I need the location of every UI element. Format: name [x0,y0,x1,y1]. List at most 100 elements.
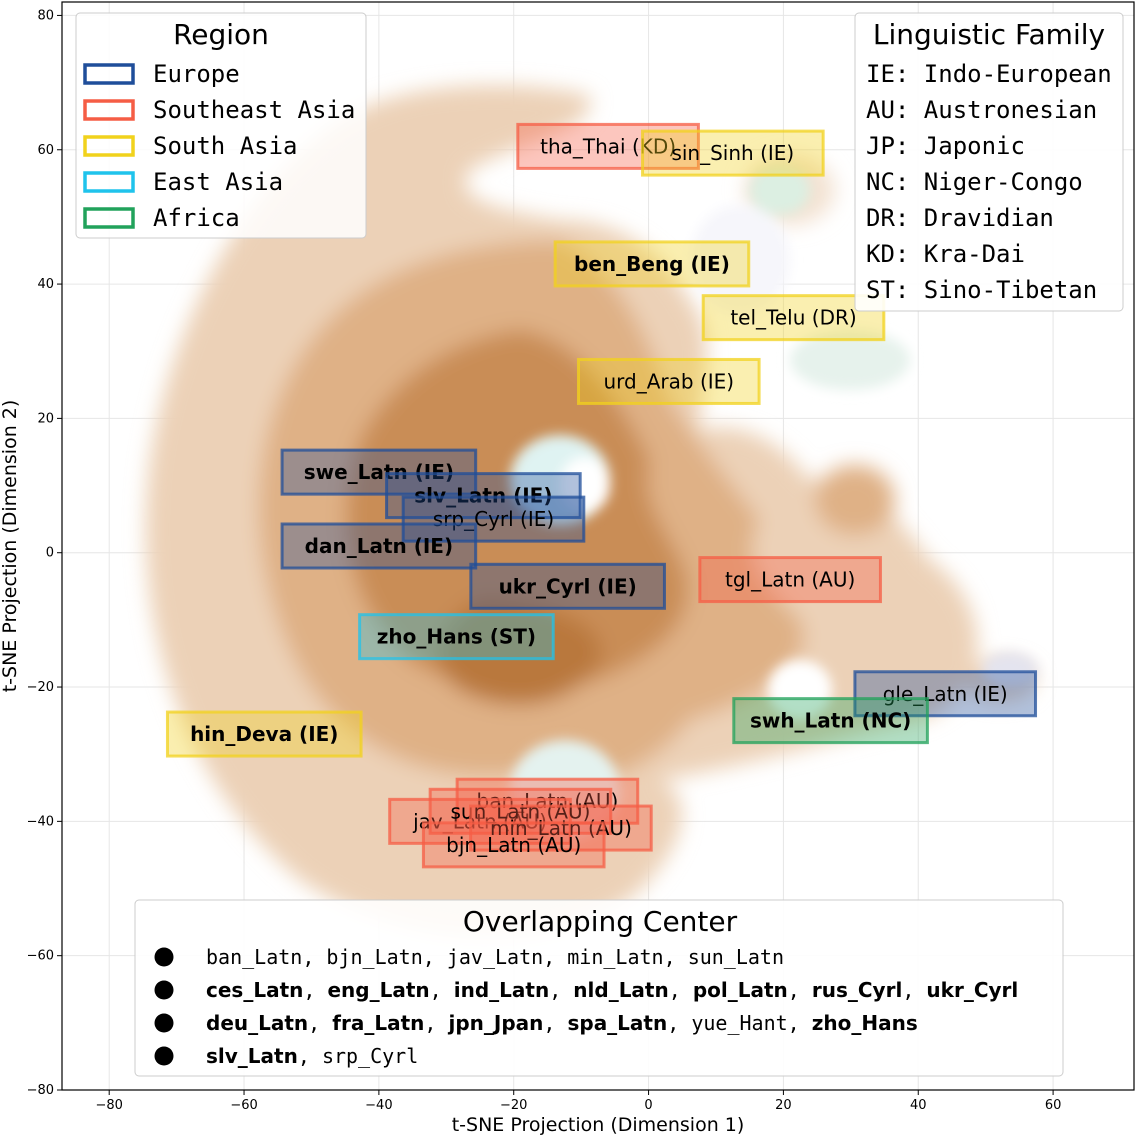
language-label-box [698,556,882,604]
language-label-text: zho_Hans (ST) [377,625,536,649]
y-tick-label: −40 [27,814,54,829]
region-swatch [83,63,135,85]
label-srp-Cyrl: srp_Cyrl (IE) [401,495,586,543]
overlap-lang: jpn_Jpan [447,1011,543,1035]
family-legend: Linguistic Family IE: Indo-European AU: A… [854,12,1124,312]
region-legend-label: East Asia [153,168,283,196]
language-label-text: ban_Latn (AU) [477,789,619,813]
overlap-lang: yue_Hant [691,1011,787,1035]
label-gle-Latn: gle_Latn (IE) [853,670,1038,718]
language-label-text: hin_Deva (IE) [190,722,338,746]
region-legend-label: Southeast Asia [153,96,355,124]
language-label-text: sin_Sinh (IE) [671,141,794,165]
y-tick-label: −60 [27,949,54,964]
label-tel-Telu: tel_Telu (DR) [701,294,886,342]
family-legend-item: ST: Sino-Tibetan [866,276,1097,304]
region-legend-item: South Asia [83,132,298,160]
label-bjn-Latn: bjn_Latn (AU) [421,821,606,869]
region-legend-item: Africa [83,204,240,232]
label-swe-Latn: swe_Latn (IE) [280,448,478,496]
language-label-text: tha_Thai (KD) [540,134,676,158]
overlap-row-text: slv_Latn, srp_Cyrl [206,1044,418,1068]
language-label-box [576,357,761,405]
family-legend-item: AU: Austronesian [866,96,1097,124]
language-labels: tha_Thai (KD)sin_Sinh (IE) ben_Beng (IE) t… [165,122,1038,869]
language-label-box [853,670,1038,718]
x-tick-label: 60 [1045,1098,1062,1113]
region-legend-item: East Asia [83,168,283,196]
y-tick-label: −80 [27,1083,54,1098]
density-blob-right [815,465,895,535]
y-tick-label: 80 [37,8,54,23]
label-ukr-Cyrl: ukr_Cyrl (IE) [469,562,666,610]
label-ben-Beng: ben_Beng (IE) [553,240,751,288]
density-layer [145,85,1038,938]
language-label-text: min_Latn (AU) [490,816,632,840]
family-legend-item: KD: Kra-Dai [866,240,1025,268]
overlap-lang: nld_Latn [573,978,668,1002]
family-legend-title: Linguistic Family [873,18,1105,51]
overlap-lang: fra_Latn [332,1011,424,1035]
axis-ticks: −80 −60 −40 −20 0 20 40 60 −80 −60 −40 −20 0 20 40 60 80 [27,8,1062,1113]
overlap-row-text: deu_Latn, fra_Latn, jpn_Jpan, spa_Latn, … [206,1011,918,1035]
label-urd-Arab: urd_Arab (IE) [576,357,761,405]
family-legend-item: IE: Indo-European [866,60,1112,88]
language-label-text: swe_Latn (IE) [304,460,454,484]
scatter-cloud-gle [982,652,1038,688]
region-legend-title: Region [173,18,269,51]
overlap-lang: ces_Latn [206,978,303,1002]
overlap-bullet [154,947,174,967]
region-swatch [83,135,135,157]
language-label-box [280,522,478,570]
density-hole-topright [690,205,790,315]
x-tick-label: 20 [775,1098,792,1113]
scatter-cloud-tel [790,330,910,390]
language-label-text: tgl_Latn (AU) [725,568,855,592]
language-label-box [421,821,606,869]
overlap-row: deu_Latn, fra_Latn, jpn_Jpan, spa_Latn, … [154,1011,918,1035]
language-label-box [401,495,586,543]
overlap-lang: ind_Latn [454,978,549,1002]
family-legend-item: NC: Niger-Congo [866,168,1083,196]
language-label-text: srp_Cyrl (IE) [433,507,554,531]
region-swatch [83,207,135,229]
x-tick-label: −20 [500,1098,527,1113]
language-label-text: slv_Latn (IE) [414,484,552,508]
y-tick-label: −20 [27,680,54,695]
label-hin-Deva: hin_Deva (IE) [165,710,363,758]
y-tick-label: 40 [37,277,54,292]
language-label-text: ben_Beng (IE) [574,252,730,276]
scatter-cloud-sin [750,165,810,215]
region-legend-box [75,12,367,239]
overlap-lang: rus_Cyrl [812,978,902,1002]
x-tick-label: 0 [644,1098,652,1113]
overlapping-center-legend: Overlapping Center ban_Latn, bjn_Latn, j… [134,899,1064,1077]
language-label-text: jav_Latn (AU) [412,809,547,833]
language-label-text: swh_Latn (NC) [750,709,911,733]
overlap-lang: pol_Latn [693,978,788,1002]
overlap-bullet [154,1046,174,1066]
language-label-text: sun_Latn (AU) [450,799,590,823]
language-label-box [165,710,363,758]
language-label-text: gle_Latn (IE) [883,682,1008,706]
language-label-box [469,804,653,852]
x-tick-label: −80 [95,1098,122,1113]
overlap-lang: deu_Latn [206,1011,308,1035]
language-label-text: tel_Telu (DR) [730,306,856,330]
language-label-box [732,697,929,745]
x-tick-label: −40 [365,1098,392,1113]
region-legend-item: Europe [83,60,240,88]
density-core [346,330,688,692]
label-dan-Latn: dan_Latn (IE) [280,522,478,570]
language-label-box [428,787,613,835]
x-tick-label: 40 [910,1098,927,1113]
overlap-row: slv_Latn, srp_Cyrl [154,1044,418,1068]
language-label-text: bjn_Latn (AU) [446,833,581,857]
language-label-box [469,562,666,610]
density-hole-right [768,660,832,720]
overlap-lang: srp_Cyrl [322,1044,418,1068]
label-sun-Latn: sun_Latn (AU) [428,787,613,835]
overlap-legend-title: Overlapping Center [463,905,738,938]
region-legend-label: Europe [153,60,240,88]
